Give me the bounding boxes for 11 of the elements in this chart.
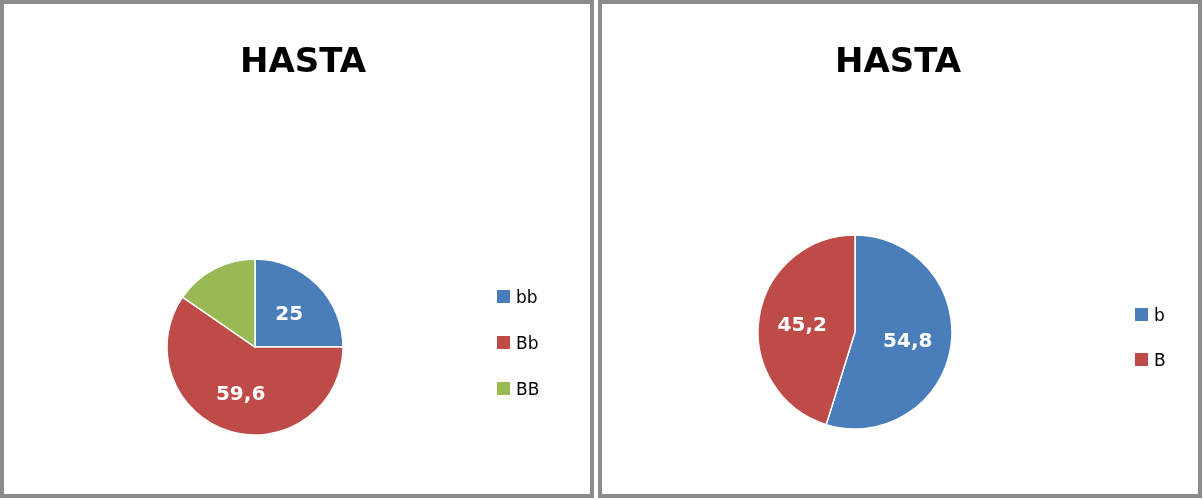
legend-label: B — [1154, 349, 1166, 370]
data-label: 45,2 — [777, 311, 827, 336]
legend-label: Bb — [516, 332, 539, 353]
chart-title: HASTA — [834, 40, 962, 80]
chart-title: HASTA — [239, 40, 367, 80]
legend-label: b — [1154, 304, 1165, 325]
data-label: 54,8 — [883, 328, 933, 353]
data-label: 25 — [275, 300, 304, 325]
legend-label: bb — [516, 286, 538, 307]
data-label: 59,6 — [215, 381, 266, 406]
legend-label: BB — [516, 378, 540, 399]
